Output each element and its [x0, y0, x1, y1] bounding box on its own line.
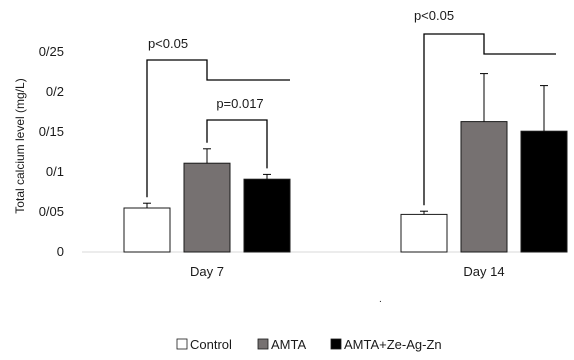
- bar-control-day-14: [400, 213, 448, 253]
- y-axis-label: Total calcium level (mg/L): [13, 78, 27, 213]
- significance-label: p<0.05: [414, 8, 454, 23]
- y-axis: 0 0/05 0/1 0/15 0/2 0/25: [39, 44, 64, 259]
- bar-amta-ze-ag-zn-day-7: [243, 178, 291, 253]
- x-axis-categories: Day 7 Day 14: [190, 264, 505, 279]
- legend: Control AMTA AMTA+Ze-Ag-Zn: [176, 337, 442, 352]
- legend-swatch: [176, 338, 188, 350]
- significance-bracket: [423, 33, 556, 206]
- x-category-label: Day 14: [463, 264, 504, 279]
- stray-dot: .: [379, 294, 382, 305]
- significance-bracket: [206, 119, 268, 169]
- x-category-label: Day 7: [190, 264, 224, 279]
- y-tick-label: 0/2: [46, 84, 64, 99]
- y-tick-label: 0/25: [39, 44, 64, 59]
- bar-amta-ze-ag-zn-day-14: [520, 130, 568, 253]
- bar-amta-day-7: [183, 162, 231, 253]
- y-tick-label: 0/15: [39, 124, 64, 139]
- significance-label: p=0.017: [216, 96, 263, 111]
- legend-label: Control: [190, 337, 232, 352]
- error-bars-group: [143, 73, 548, 215]
- significance-annotations: p<0.05 p=0.017 p<0.05: [146, 8, 556, 206]
- y-tick-label: 0: [57, 244, 64, 259]
- bar-control-day-7: [123, 207, 171, 253]
- significance-bracket: [146, 59, 290, 198]
- bar-amta-day-14: [460, 121, 508, 253]
- y-tick-label: 0/1: [46, 164, 64, 179]
- legend-label: AMTA: [271, 337, 306, 352]
- y-tick-label: 0/05: [39, 204, 64, 219]
- legend-swatch: [257, 338, 269, 350]
- bars-group: [123, 121, 568, 253]
- legend-label: AMTA+Ze-Ag-Zn: [344, 337, 442, 352]
- legend-swatch: [330, 338, 342, 350]
- significance-label: p<0.05: [148, 36, 188, 51]
